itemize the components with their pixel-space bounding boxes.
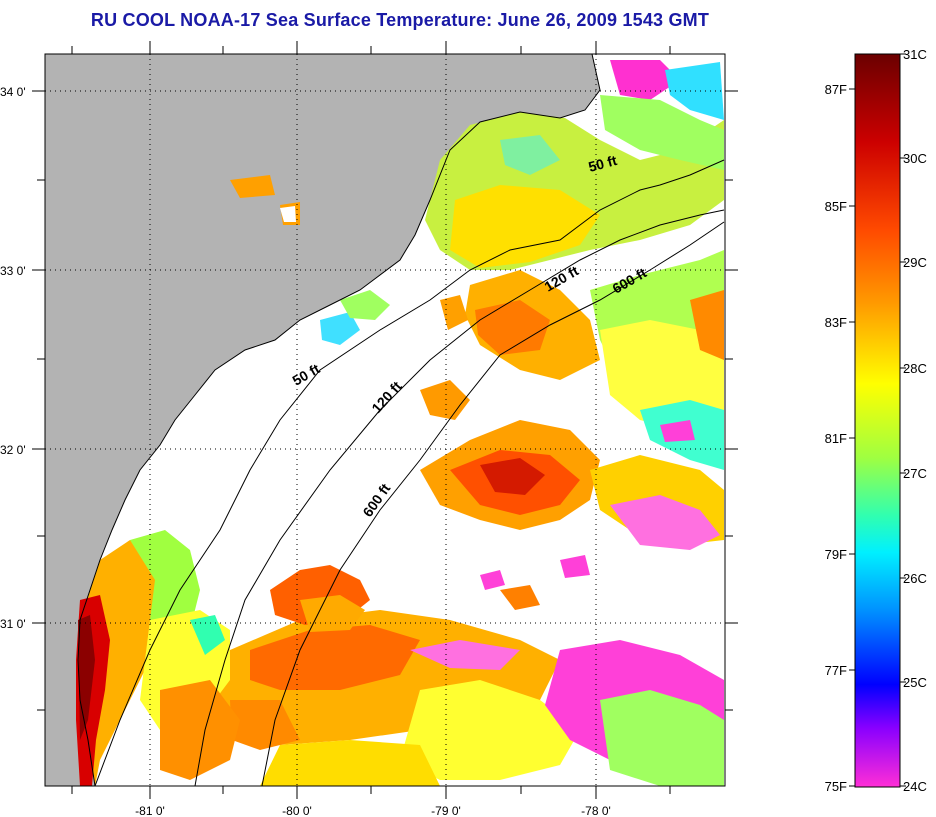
sst-field	[76, 60, 724, 786]
map-title: RU COOL NOAA-17 Sea Surface Temperature:…	[90, 10, 710, 30]
colorbar-c-31: 31C	[903, 47, 927, 62]
colorbar-f-77: 77F	[825, 663, 847, 678]
colorbar: 31C 30C 29C 28C 27C 26C 25C 24C 87F 85F …	[825, 47, 927, 794]
colorbar-c-30: 30C	[903, 151, 927, 166]
contour-label-50ft-north: 50 ft	[587, 152, 619, 175]
map-frame	[44, 53, 726, 787]
longitude-labels: -81 0' -80 0' -79 0' -78 0'	[135, 804, 611, 817]
graticule	[45, 54, 725, 786]
lon-label-79: -79 0'	[431, 804, 461, 817]
lat-label-31: 31 0'	[0, 617, 26, 631]
coastline	[77, 54, 601, 786]
colorbar-f-75: 75F	[825, 779, 847, 794]
colorbar-c-26: 26C	[903, 571, 927, 586]
latitude-labels: 34 0' 33 0' 32 0' 31 0'	[0, 85, 26, 631]
colorbar-f-87: 87F	[825, 82, 847, 97]
colorbar-f-85: 85F	[825, 199, 847, 214]
contour-120ft	[194, 209, 725, 786]
lat-label-33: 33 0'	[0, 264, 26, 278]
colorbar-c-27: 27C	[903, 466, 927, 481]
colorbar-f-83: 83F	[825, 315, 847, 330]
colorbar-f-79: 79F	[825, 547, 847, 562]
lat-label-32: 32 0'	[0, 443, 26, 457]
colorbar-scale	[854, 53, 901, 788]
lon-label-80: -80 0'	[282, 804, 312, 817]
colorbar-c-29: 29C	[903, 255, 927, 270]
lon-label-81: -81 0'	[135, 804, 165, 817]
map-area	[45, 54, 725, 786]
contour-50ft	[94, 159, 725, 786]
colorbar-c-24: 24C	[903, 779, 927, 794]
tick-marks	[32, 41, 738, 799]
land-area	[45, 54, 600, 786]
colorbar-c-25: 25C	[903, 675, 927, 690]
colorbar-f-81: 81F	[825, 431, 847, 446]
colorbar-c-28: 28C	[903, 361, 927, 376]
lat-label-34: 34 0'	[0, 85, 26, 99]
lon-label-78: -78 0'	[581, 804, 611, 817]
